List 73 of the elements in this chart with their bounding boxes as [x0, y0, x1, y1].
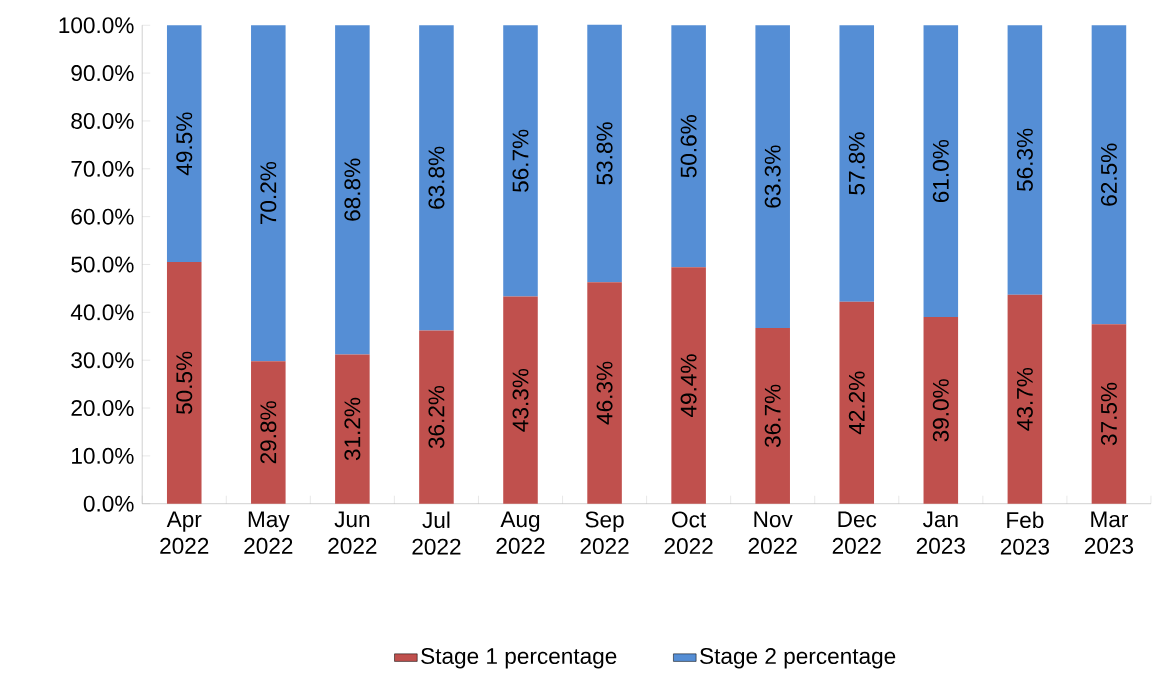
data-label: 36.2%: [428, 385, 445, 449]
data-label: 39.0%: [932, 379, 949, 442]
bar: [671, 267, 706, 504]
bar: [587, 24, 622, 283]
x-tick-label: Jan 2023: [916, 511, 965, 554]
bar: [923, 317, 959, 504]
bar: [1091, 324, 1127, 504]
y-tick-label: 30.0%: [71, 352, 134, 369]
data-label: 37.5%: [1100, 382, 1117, 446]
data-label: 57.8%: [848, 132, 865, 195]
x-tick-label: Mar 2023: [1084, 511, 1134, 554]
y-tick-label: 10.0%: [72, 447, 134, 464]
bar: [166, 25, 202, 263]
bar: [335, 354, 370, 504]
data-label: 50.6%: [680, 115, 697, 178]
data-label: 56.7%: [512, 129, 529, 193]
bar: [1091, 25, 1127, 325]
y-tick-label: 40.0%: [70, 304, 134, 321]
data-label: 31.2%: [344, 397, 361, 461]
bar: [503, 296, 538, 504]
bar: [839, 25, 875, 302]
data-label: 63.8%: [428, 146, 445, 209]
y-tick-label: 0.0%: [83, 495, 134, 512]
bar: [671, 25, 706, 268]
bar: [419, 330, 454, 504]
bar: [1007, 25, 1043, 295]
y-tick-label: 90.0%: [71, 65, 134, 82]
bar: [166, 262, 202, 504]
data-label: 63.3%: [764, 145, 781, 208]
bar: [335, 25, 370, 355]
bar: [839, 301, 875, 504]
legend-label: Stage 1 percentage: [421, 648, 617, 669]
x-tick-label: Aug 2022: [496, 511, 545, 554]
data-label: 61.0%: [932, 140, 949, 203]
y-tick-label: 20.0%: [71, 400, 134, 417]
y-tick-label: 80.0%: [71, 113, 134, 130]
x-tick-label: Feb 2023: [1000, 511, 1049, 555]
data-label: 70.2%: [260, 162, 277, 225]
x-tick-label: Jun 2022: [328, 511, 377, 554]
data-label: 49.4%: [680, 354, 697, 418]
data-label: 49.5%: [176, 112, 193, 176]
data-label: 29.8%: [260, 401, 277, 464]
data-label: 53.8%: [596, 122, 613, 185]
bar: [755, 328, 790, 504]
legend-label: Stage 2 percentage: [700, 648, 896, 669]
bar: [251, 361, 286, 504]
x-tick-label: Jul 2022: [412, 511, 461, 555]
data-label: 43.3%: [512, 368, 529, 432]
x-tick-label: Dec 2022: [832, 511, 881, 554]
y-tick-label: 100.0%: [59, 17, 134, 34]
bar: [587, 282, 622, 504]
data-label: 42.2%: [848, 371, 865, 435]
x-tick-label: Apr 2022: [160, 511, 209, 554]
x-tick-label: Oct 2022: [664, 511, 713, 555]
y-tick-label: 60.0%: [71, 208, 134, 225]
data-label: 56.3%: [1016, 128, 1033, 192]
x-tick-label: May 2022: [244, 511, 293, 554]
bar: [1007, 294, 1043, 504]
bar: [503, 25, 538, 297]
data-label: 68.8%: [344, 158, 361, 221]
data-label: 36.7%: [764, 384, 781, 448]
data-label: 46.3%: [596, 361, 613, 425]
data-label: 62.5%: [1100, 143, 1117, 206]
y-tick-label: 70.0%: [71, 160, 134, 177]
bar: [251, 25, 286, 362]
y-tick-label: 50.0%: [71, 256, 134, 273]
bar: [755, 25, 790, 329]
data-label: 43.7%: [1016, 368, 1033, 431]
bar: [923, 25, 959, 318]
bar: [419, 25, 454, 331]
x-tick-label: Sep 2022: [580, 511, 629, 555]
x-tick-label: Nov 2022: [748, 511, 797, 554]
data-label: 50.5%: [176, 351, 193, 415]
